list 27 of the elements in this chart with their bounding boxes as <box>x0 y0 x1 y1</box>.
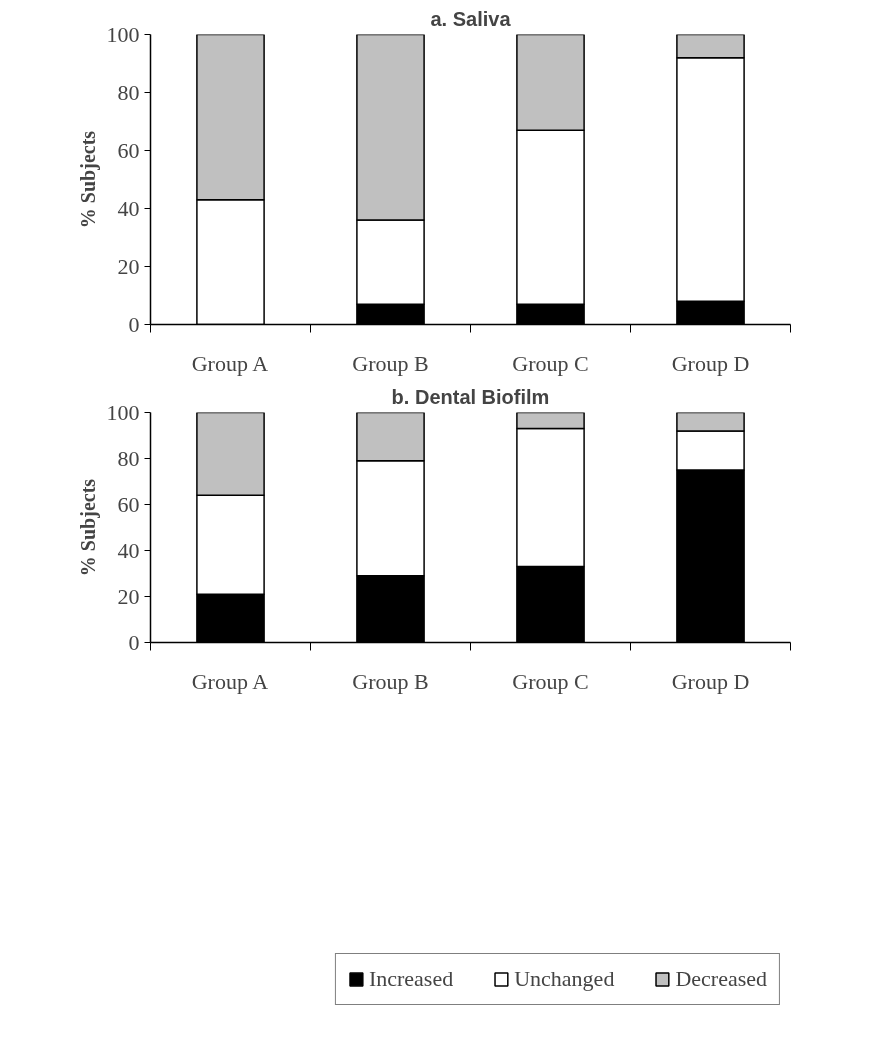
legend-label: Decreased <box>675 966 767 992</box>
y-tick-label: 0 <box>128 629 140 655</box>
y-tick-label: 0 <box>128 311 140 337</box>
x-tick-label: Group D <box>671 668 750 694</box>
y-tick-label: 20 <box>117 253 140 279</box>
x-tick-label: Group B <box>352 668 429 694</box>
x-tick-label: Group A <box>191 668 269 694</box>
x-tick-label: Group D <box>671 350 750 376</box>
y-tick-label: 60 <box>117 491 140 517</box>
y-axis-title: % Subjects <box>76 130 100 229</box>
chart-title: b. Dental Biofilm <box>391 385 550 408</box>
y-tick-label: 100 <box>106 21 140 47</box>
y-tick-label: 100 <box>106 399 140 425</box>
x-tick-label: Group C <box>512 350 589 376</box>
x-tick-label: Group C <box>512 668 589 694</box>
y-tick-label: 40 <box>117 195 140 221</box>
y-tick-label: 60 <box>117 137 140 163</box>
x-tick-label: Group A <box>191 350 269 376</box>
legend-label: Unchanged <box>514 966 615 992</box>
y-tick-label: 20 <box>117 583 140 609</box>
y-tick-label: 40 <box>117 537 140 563</box>
x-tick-label: Group B <box>352 350 429 376</box>
y-tick-label: 80 <box>117 445 140 471</box>
y-axis-title: % Subjects <box>76 478 100 577</box>
legend-label: Increased <box>368 966 454 992</box>
chart-title: a. Saliva <box>430 7 512 30</box>
y-tick-label: 80 <box>117 79 140 105</box>
